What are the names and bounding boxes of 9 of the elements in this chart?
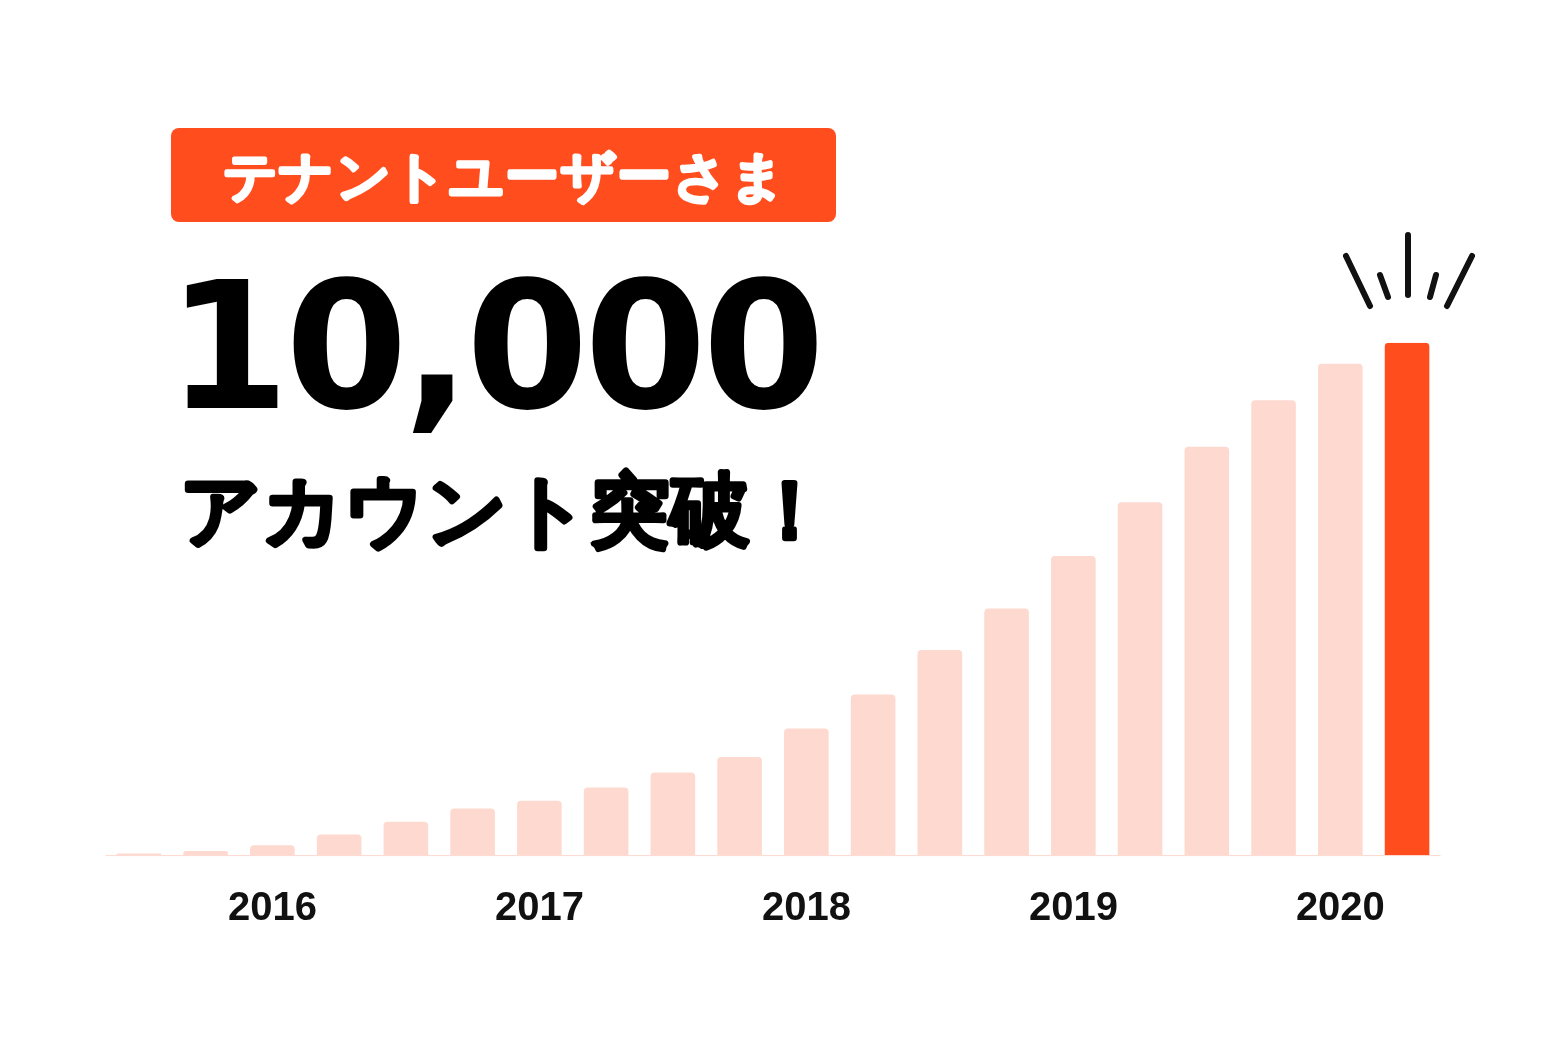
annotation: アカウント突破！ [180,463,830,557]
chart-title: テナントユーザーさま [222,144,785,208]
annotation: 10,000 [167,245,825,450]
x-tick-label: 2018 [761,884,851,928]
x-tick-label: 2016 [227,884,317,928]
x-tick-label: 2020 [1295,884,1385,928]
x-tick-label: 2017 [494,884,584,928]
x-tick-label: 2019 [1028,884,1118,928]
bar [1384,342,1430,856]
